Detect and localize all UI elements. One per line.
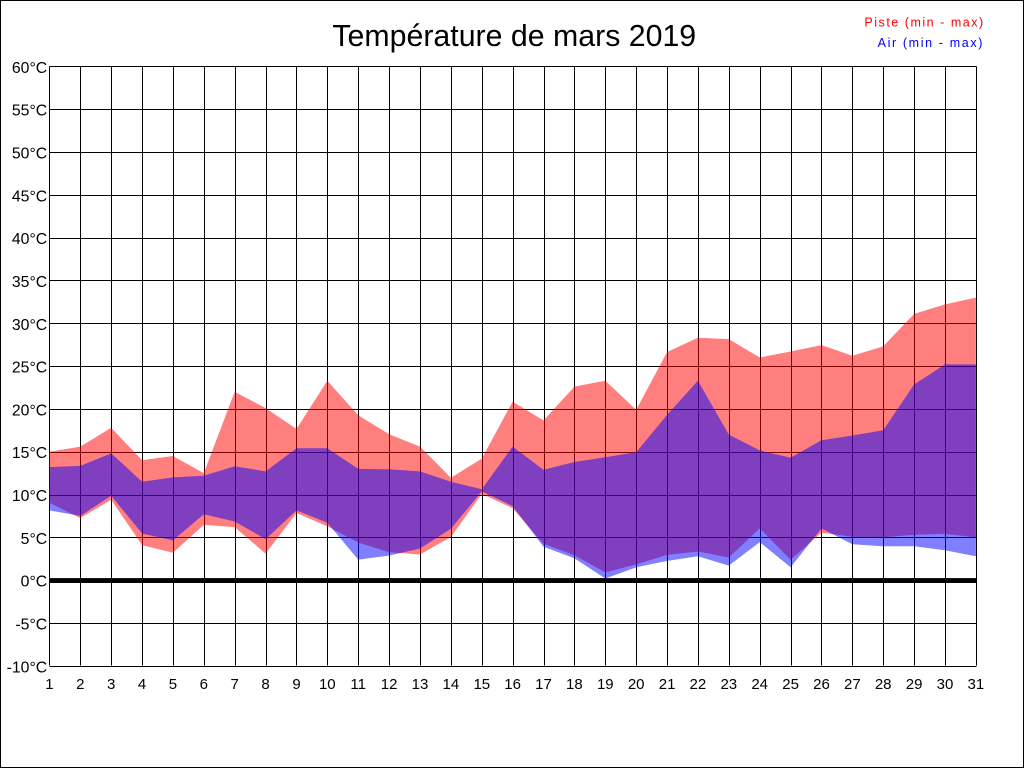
- svg-text:30: 30: [937, 676, 954, 693]
- svg-text:30°C: 30°C: [12, 317, 47, 334]
- svg-text:24: 24: [751, 676, 768, 693]
- svg-text:29: 29: [906, 676, 923, 693]
- svg-text:27: 27: [844, 676, 861, 693]
- svg-text:31: 31: [968, 676, 985, 693]
- svg-text:Piste (min - max): Piste (min - max): [864, 15, 984, 29]
- svg-text:26: 26: [813, 676, 830, 693]
- svg-text:6: 6: [200, 676, 208, 693]
- svg-text:10: 10: [319, 676, 336, 693]
- svg-text:9: 9: [292, 676, 300, 693]
- svg-text:11: 11: [350, 676, 366, 693]
- svg-text:25: 25: [782, 676, 799, 693]
- svg-text:4: 4: [138, 676, 146, 693]
- svg-text:22: 22: [690, 676, 707, 693]
- svg-text:0°C: 0°C: [21, 574, 48, 591]
- svg-text:Air (min - max): Air (min - max): [878, 36, 984, 50]
- svg-text:-5°C: -5°C: [15, 617, 47, 634]
- svg-text:15: 15: [473, 676, 490, 693]
- svg-text:25°C: 25°C: [12, 360, 47, 377]
- svg-text:20°C: 20°C: [12, 402, 47, 419]
- svg-text:10°C: 10°C: [12, 488, 47, 505]
- svg-text:14: 14: [443, 676, 460, 693]
- svg-text:17: 17: [535, 676, 552, 693]
- svg-text:13: 13: [412, 676, 429, 693]
- svg-text:40°C: 40°C: [12, 231, 47, 248]
- svg-text:55°C: 55°C: [12, 103, 47, 120]
- svg-text:21: 21: [659, 676, 676, 693]
- svg-text:45°C: 45°C: [12, 188, 47, 205]
- svg-text:35°C: 35°C: [12, 274, 47, 291]
- svg-text:19: 19: [597, 676, 614, 693]
- svg-text:8: 8: [261, 676, 269, 693]
- svg-text:16: 16: [504, 676, 521, 693]
- svg-text:Température de mars 2019: Température de mars 2019: [332, 20, 696, 53]
- svg-text:2: 2: [76, 676, 84, 693]
- svg-text:5: 5: [169, 676, 177, 693]
- svg-text:7: 7: [231, 676, 239, 693]
- svg-text:20: 20: [628, 676, 645, 693]
- svg-text:50°C: 50°C: [12, 146, 47, 163]
- svg-text:28: 28: [875, 676, 892, 693]
- svg-text:-10°C: -10°C: [7, 659, 48, 676]
- svg-text:12: 12: [381, 676, 398, 693]
- svg-text:15°C: 15°C: [12, 445, 47, 462]
- svg-text:18: 18: [566, 676, 583, 693]
- svg-text:3: 3: [107, 676, 115, 693]
- svg-text:1: 1: [45, 676, 53, 693]
- svg-text:5°C: 5°C: [21, 531, 48, 548]
- svg-text:60°C: 60°C: [12, 60, 47, 77]
- svg-text:23: 23: [720, 676, 737, 693]
